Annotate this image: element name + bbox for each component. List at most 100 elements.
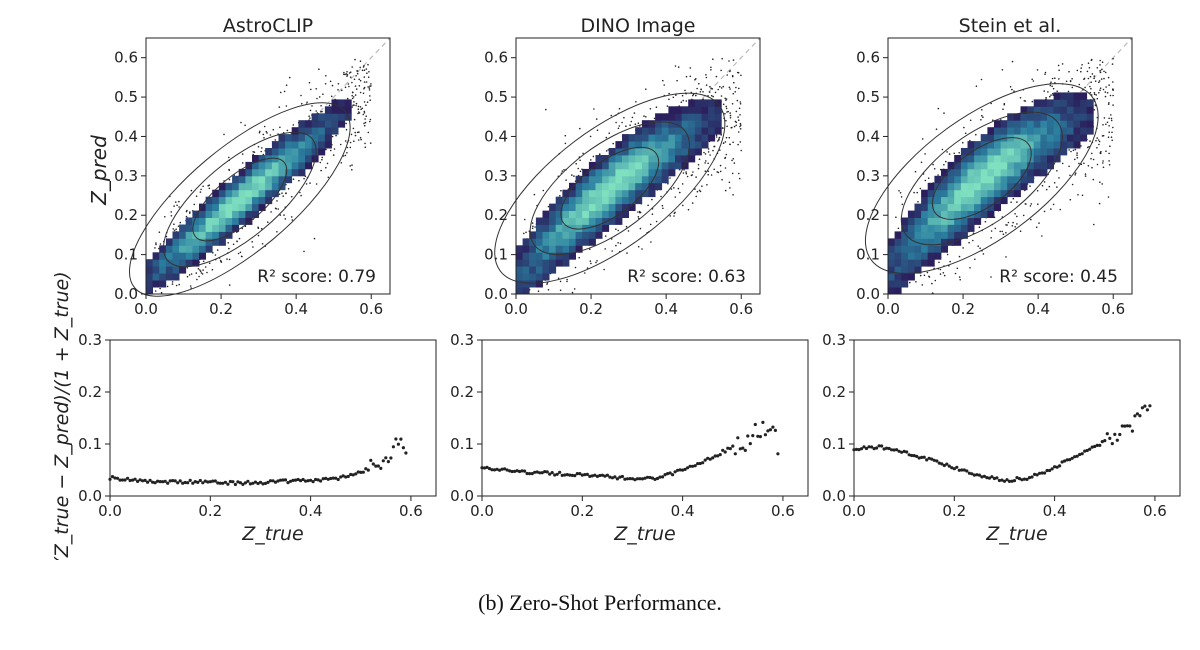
scatter-point bbox=[365, 115, 368, 117]
scatter-point bbox=[533, 193, 536, 196]
hist-cell bbox=[1027, 168, 1035, 177]
hist-cell bbox=[641, 141, 649, 149]
hist-cell bbox=[967, 217, 975, 225]
hist-cell bbox=[987, 155, 995, 163]
scatter-point bbox=[725, 136, 728, 139]
hist-cell bbox=[252, 161, 259, 170]
hist-cell bbox=[960, 203, 968, 211]
hist-cell bbox=[1013, 148, 1021, 156]
scatter-point bbox=[1093, 75, 1096, 77]
error-point bbox=[723, 450, 727, 454]
scatter-point bbox=[189, 285, 192, 287]
scatter-point bbox=[984, 220, 987, 223]
hist-cell bbox=[602, 203, 610, 211]
scatter-point bbox=[1105, 123, 1107, 126]
hist-cell bbox=[1033, 106, 1041, 114]
error-point bbox=[201, 481, 205, 485]
scatter-point bbox=[337, 83, 340, 85]
hist-cell bbox=[980, 196, 988, 205]
scatter-point bbox=[990, 230, 993, 232]
error-point bbox=[369, 458, 373, 462]
error-point bbox=[316, 478, 320, 482]
hist-cell bbox=[960, 155, 968, 163]
error-point bbox=[176, 481, 180, 485]
hist-cell bbox=[535, 217, 543, 225]
scatter-point bbox=[160, 291, 163, 294]
hist-cell bbox=[575, 238, 583, 246]
hist-cell bbox=[1000, 189, 1008, 198]
scatter-point bbox=[356, 70, 359, 72]
scatter-point bbox=[1061, 162, 1064, 165]
scatter-point bbox=[730, 126, 733, 129]
scatter-point bbox=[202, 269, 204, 271]
scatter-point bbox=[684, 89, 686, 92]
scatter-point bbox=[729, 117, 732, 119]
hist-cell bbox=[987, 196, 995, 205]
hist-cell bbox=[960, 175, 968, 184]
scatter-point bbox=[685, 171, 687, 173]
scatter-point bbox=[923, 274, 926, 277]
scatter-point bbox=[1090, 87, 1092, 90]
hist-cell bbox=[907, 266, 915, 274]
error-point bbox=[1093, 444, 1097, 449]
hist-cell bbox=[934, 217, 942, 225]
hist-cell bbox=[608, 210, 616, 218]
hist-cell bbox=[921, 238, 929, 246]
error-point bbox=[980, 475, 984, 479]
hist-cell bbox=[947, 189, 955, 198]
scatter-point bbox=[351, 91, 354, 94]
hist-cell bbox=[278, 141, 286, 149]
scatter-point bbox=[1005, 256, 1007, 258]
error-point bbox=[995, 476, 999, 480]
hist-cell bbox=[232, 196, 240, 205]
hist-cell bbox=[575, 189, 583, 198]
scatter-point bbox=[899, 192, 902, 194]
hist-cell bbox=[934, 210, 942, 218]
hist-cell bbox=[888, 245, 895, 253]
hist-cell bbox=[1066, 120, 1074, 128]
hist-cell bbox=[165, 252, 173, 260]
error-point bbox=[776, 452, 780, 456]
error-point bbox=[668, 471, 672, 475]
hist-cell bbox=[641, 175, 649, 184]
hist-cell bbox=[980, 182, 988, 191]
error-point bbox=[1035, 473, 1039, 477]
hist-cell bbox=[927, 259, 935, 267]
scatter-point bbox=[677, 187, 680, 190]
hist-cell bbox=[980, 148, 988, 156]
hist-cell bbox=[238, 168, 246, 177]
hist-cell bbox=[549, 266, 557, 274]
error-point bbox=[595, 474, 600, 478]
y-tick-label: 0.1 bbox=[484, 246, 508, 264]
hist-cell bbox=[1040, 155, 1048, 163]
hist-cell bbox=[927, 224, 935, 232]
contour-line bbox=[162, 131, 317, 268]
hist-cell bbox=[967, 182, 975, 191]
scatter-point bbox=[173, 223, 175, 225]
hist-cell bbox=[588, 175, 596, 184]
scatter-point bbox=[707, 151, 710, 153]
error-point bbox=[970, 472, 974, 476]
scatter-point bbox=[241, 227, 244, 230]
scatter-point bbox=[1048, 185, 1051, 188]
hist-cell bbox=[1020, 155, 1028, 163]
error-point bbox=[500, 467, 504, 471]
hist-cell bbox=[324, 134, 332, 142]
scatter-point bbox=[178, 283, 180, 286]
scatter-point bbox=[155, 242, 157, 244]
y-tick-label: 0.2 bbox=[450, 383, 474, 401]
scatter-point bbox=[1094, 80, 1097, 82]
scatter-point bbox=[354, 94, 357, 96]
hist-cell bbox=[265, 189, 273, 198]
scatter-point bbox=[1041, 184, 1044, 187]
hist-cell bbox=[562, 231, 570, 239]
hist-cell bbox=[901, 245, 909, 253]
scatter-point bbox=[561, 170, 564, 172]
scatter-point bbox=[260, 227, 263, 230]
hist-cell bbox=[941, 196, 948, 205]
scatter-point bbox=[705, 76, 708, 79]
hist-cell bbox=[588, 182, 596, 191]
scatter-point bbox=[1007, 221, 1010, 224]
x-tick-label: 0.0 bbox=[842, 502, 866, 520]
hist-cell bbox=[238, 217, 246, 225]
